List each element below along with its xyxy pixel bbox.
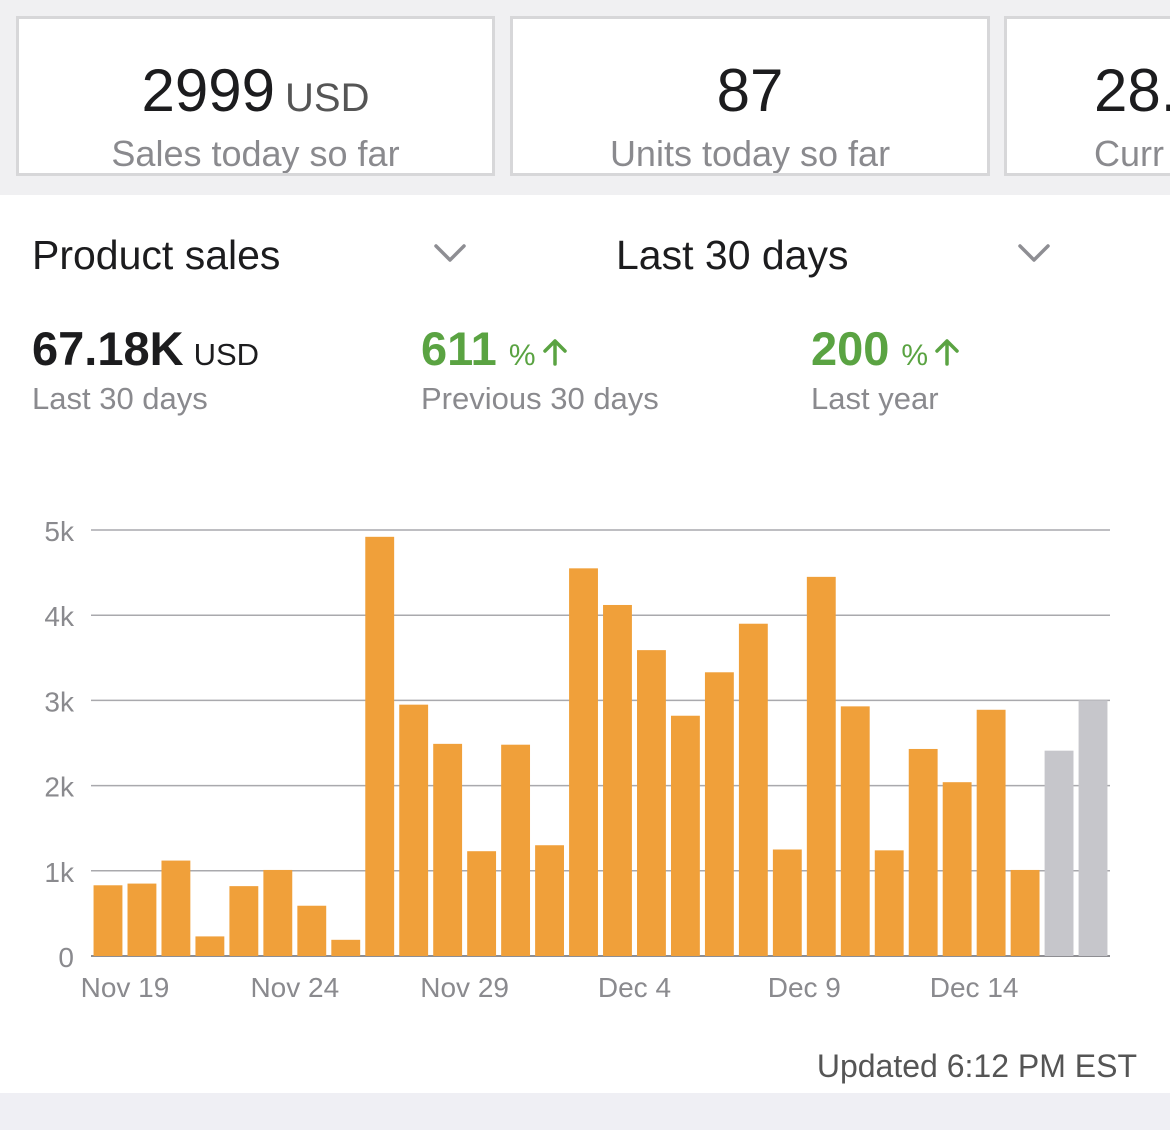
bar xyxy=(195,936,225,956)
y-tick-label: 1k xyxy=(44,857,75,888)
y-tick-label: 2k xyxy=(44,772,75,803)
previous-period-label: Previous 30 days xyxy=(421,381,659,416)
chevron-down-icon[interactable] xyxy=(1017,242,1051,264)
x-tick-label: Dec 9 xyxy=(768,972,841,1003)
bar xyxy=(535,845,564,956)
bar xyxy=(331,939,361,956)
sales-panel: Product sales Last 30 days 67.18K USD Las… xyxy=(0,195,1170,1093)
bar xyxy=(704,672,734,956)
total-sales-unit: USD xyxy=(193,337,260,372)
y-tick-label: 3k xyxy=(44,686,75,717)
last-year-label: Last year xyxy=(811,381,939,416)
arrow-up-icon xyxy=(542,339,567,366)
current-label: Curr xyxy=(1094,133,1164,174)
bar xyxy=(93,885,123,956)
units-today-label: Units today so far xyxy=(609,133,891,174)
bar xyxy=(433,743,463,956)
y-tick-label: 0 xyxy=(58,942,74,973)
bar xyxy=(569,568,598,956)
bar xyxy=(365,536,395,956)
sales-today-unit: USD xyxy=(285,76,370,120)
bar xyxy=(908,748,938,956)
previous-period-unit: % xyxy=(508,339,536,372)
bar xyxy=(263,869,293,956)
x-tick-label: Nov 19 xyxy=(81,972,170,1003)
metric-dropdown-label[interactable]: Product sales xyxy=(32,232,281,278)
range-dropdown-label[interactable]: Last 30 days xyxy=(616,232,849,278)
units-today-value: 87 xyxy=(716,57,784,124)
bar xyxy=(603,604,632,956)
last-year-value: 200 xyxy=(811,322,890,375)
current-card[interactable]: 28. Curr xyxy=(1004,16,1170,176)
chevron-down-icon[interactable] xyxy=(433,242,467,264)
bar xyxy=(501,744,531,956)
y-tick-label: 5k xyxy=(44,516,75,547)
bar xyxy=(942,782,972,956)
projected-bar xyxy=(1078,700,1108,956)
bar xyxy=(1010,869,1040,956)
previous-period-value: 611 xyxy=(421,322,497,375)
bar xyxy=(637,650,666,956)
bar xyxy=(772,849,802,956)
x-tick-label: Nov 24 xyxy=(250,972,339,1003)
updated-timestamp: Updated 6:12 PM EST xyxy=(816,1048,1137,1084)
bar xyxy=(127,883,157,956)
bar xyxy=(467,851,497,956)
sales-today-card[interactable]: 2999 USD Sales today so far xyxy=(16,16,495,176)
bar xyxy=(229,886,259,956)
projected-bar xyxy=(1044,750,1074,956)
bar xyxy=(976,709,1006,956)
y-tick-label: 4k xyxy=(44,601,75,632)
bar xyxy=(874,850,904,956)
bar xyxy=(738,623,768,956)
total-sales-value: 67.18K xyxy=(32,322,184,375)
arrow-up-icon xyxy=(935,339,959,366)
current-value: 28. xyxy=(1094,57,1170,124)
x-tick-label: Dec 4 xyxy=(598,972,671,1003)
units-today-card[interactable]: 87 Units today so far xyxy=(510,16,990,176)
bar xyxy=(161,860,191,956)
sales-bar-chart: 0 1k 2k 3k 4k 5k Nov 19 Nov 24 Nov 29 Dec 4 Dec 9 D… xyxy=(44,516,1110,1003)
bar xyxy=(399,704,429,956)
bar xyxy=(840,706,870,956)
last-year-unit: % xyxy=(901,339,929,372)
today-summary-bar: 2999 USD Sales today so far 87 Units toda… xyxy=(0,0,1170,195)
total-sales-label: Last 30 days xyxy=(32,381,208,416)
sales-today-value: 2999 xyxy=(141,57,276,124)
sales-today-label: Sales today so far xyxy=(111,133,400,174)
x-tick-label: Dec 14 xyxy=(930,972,1019,1003)
bar xyxy=(806,576,836,956)
bar xyxy=(297,905,327,956)
bar xyxy=(670,715,700,956)
x-tick-label: Nov 29 xyxy=(420,972,509,1003)
